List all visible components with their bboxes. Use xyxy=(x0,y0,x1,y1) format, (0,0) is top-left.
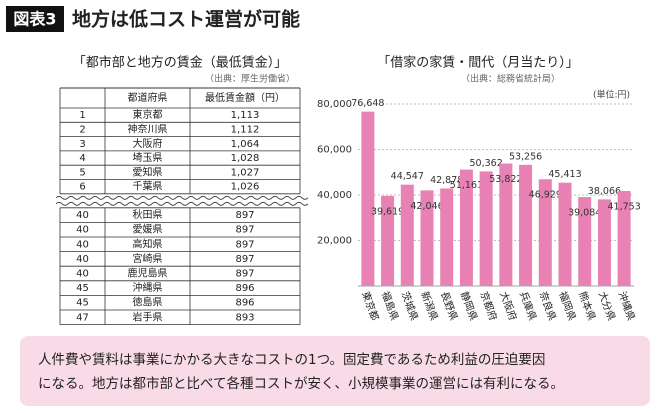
table-cell: 45 xyxy=(76,298,89,309)
table-cell: 1,028 xyxy=(231,153,260,164)
table-cell: 897 xyxy=(235,239,254,250)
value-label: 46,929 xyxy=(529,190,562,201)
table-cell: 千葉県 xyxy=(133,180,163,193)
table-cell: 1,113 xyxy=(231,110,260,121)
table-cell: 45 xyxy=(76,283,89,294)
table-cell: 神奈川県 xyxy=(128,122,168,135)
table-source: （出典：厚生労働省） xyxy=(205,73,295,85)
value-label: 53,256 xyxy=(509,151,542,162)
value-label: 44,547 xyxy=(391,171,424,182)
value-label: 50,362 xyxy=(470,158,503,169)
table-cell: 6 xyxy=(79,182,85,193)
unit-label: (単位:円) xyxy=(593,89,630,101)
chart-subtitle: （出典：総務省統計局） xyxy=(461,73,560,85)
table-cell: 40 xyxy=(76,254,89,265)
bar xyxy=(400,184,414,286)
table-cell: 3 xyxy=(79,139,85,150)
value-label: 39,084 xyxy=(568,208,601,219)
table-cell: 1,112 xyxy=(231,124,260,135)
table-cell: 徳島県 xyxy=(133,296,163,309)
column-header: 都道府県 xyxy=(128,91,168,104)
bar xyxy=(479,171,493,286)
value-label: 76,648 xyxy=(351,98,384,109)
bar xyxy=(499,163,513,286)
bar xyxy=(459,169,473,286)
table-cell: 5 xyxy=(79,167,85,178)
badge: 図表3 xyxy=(13,10,56,29)
value-label: 42,046 xyxy=(410,201,443,212)
table-cell: 1,064 xyxy=(231,139,260,150)
table-cell: 鹿児島県 xyxy=(128,267,168,280)
badge-box xyxy=(6,6,64,32)
bar xyxy=(558,182,572,286)
y-tick-label: 80,000 xyxy=(317,99,352,110)
table-cell: 1,027 xyxy=(231,167,260,178)
table-cell: 高知県 xyxy=(133,237,163,250)
bar xyxy=(578,197,592,286)
table-break-line xyxy=(55,201,309,206)
bar xyxy=(440,188,454,286)
table-cell: 4 xyxy=(79,153,85,164)
table-cell: 40 xyxy=(76,269,89,280)
table-cell: 47 xyxy=(76,312,89,323)
table-cell: 岩手県 xyxy=(133,310,163,323)
bar xyxy=(617,191,631,286)
table-cell: 40 xyxy=(76,239,89,250)
title: 地方は低コスト運営が可能 xyxy=(72,8,300,31)
table-cell: 大阪府 xyxy=(133,137,163,150)
value-label: 51,161 xyxy=(450,180,483,191)
table-cell: 896 xyxy=(235,283,254,294)
table-cell: 40 xyxy=(76,210,89,221)
value-label: 45,413 xyxy=(548,169,581,180)
value-label: 38,066 xyxy=(588,186,621,197)
value-label: 41,753 xyxy=(608,202,641,213)
table-cell: 897 xyxy=(235,254,254,265)
bar xyxy=(597,199,611,286)
value-label: 53,822 xyxy=(489,174,522,185)
footer-text: 人件費や賃料は事業にかかる大きなコストの1つ。固定費であるため利益の圧迫要因 xyxy=(38,352,545,368)
y-tick-label: 40,000 xyxy=(317,190,352,201)
table-cell: 宮崎県 xyxy=(133,252,163,265)
table-cell: 秋田県 xyxy=(133,208,163,221)
bar xyxy=(381,195,395,286)
table-cell: 埼玉県 xyxy=(133,151,163,164)
bar xyxy=(538,179,552,286)
bar xyxy=(361,111,375,287)
table-cell: 896 xyxy=(235,298,254,309)
chart-title: 「借家の家賃・間代（月当たり）」 xyxy=(377,55,579,71)
bar xyxy=(420,190,434,286)
footer-box xyxy=(20,336,650,406)
table-cell: 1,026 xyxy=(231,182,260,193)
bar xyxy=(519,164,533,286)
table-cell: 1 xyxy=(79,110,85,121)
table-cell: 40 xyxy=(76,225,89,236)
table-cell: 愛媛県 xyxy=(133,223,163,236)
table-cell: 2 xyxy=(79,124,85,135)
table-break-line xyxy=(55,195,309,200)
table-cell: 沖縄県 xyxy=(133,281,163,294)
column-header: 最低賃金額（円） xyxy=(205,91,285,104)
table-cell: 897 xyxy=(235,269,254,280)
table-cell: 愛知県 xyxy=(133,165,163,178)
value-label: 42,878 xyxy=(430,175,463,186)
table-cell: 897 xyxy=(235,225,254,236)
table-cell: 東京都 xyxy=(133,108,163,121)
y-tick-label: 60,000 xyxy=(317,145,352,156)
y-tick-label: 20,000 xyxy=(317,236,352,247)
table-title: 「都市部と地方の賃金（最低賃金）」 xyxy=(73,55,288,71)
table-cell: 893 xyxy=(235,312,254,323)
value-label: 39,619 xyxy=(371,206,404,217)
footer-text: になる。地方は都市部と比べて各種コストが安く、小規模事業の運営には有利になる。 xyxy=(38,375,564,392)
table-cell: 897 xyxy=(235,210,254,221)
